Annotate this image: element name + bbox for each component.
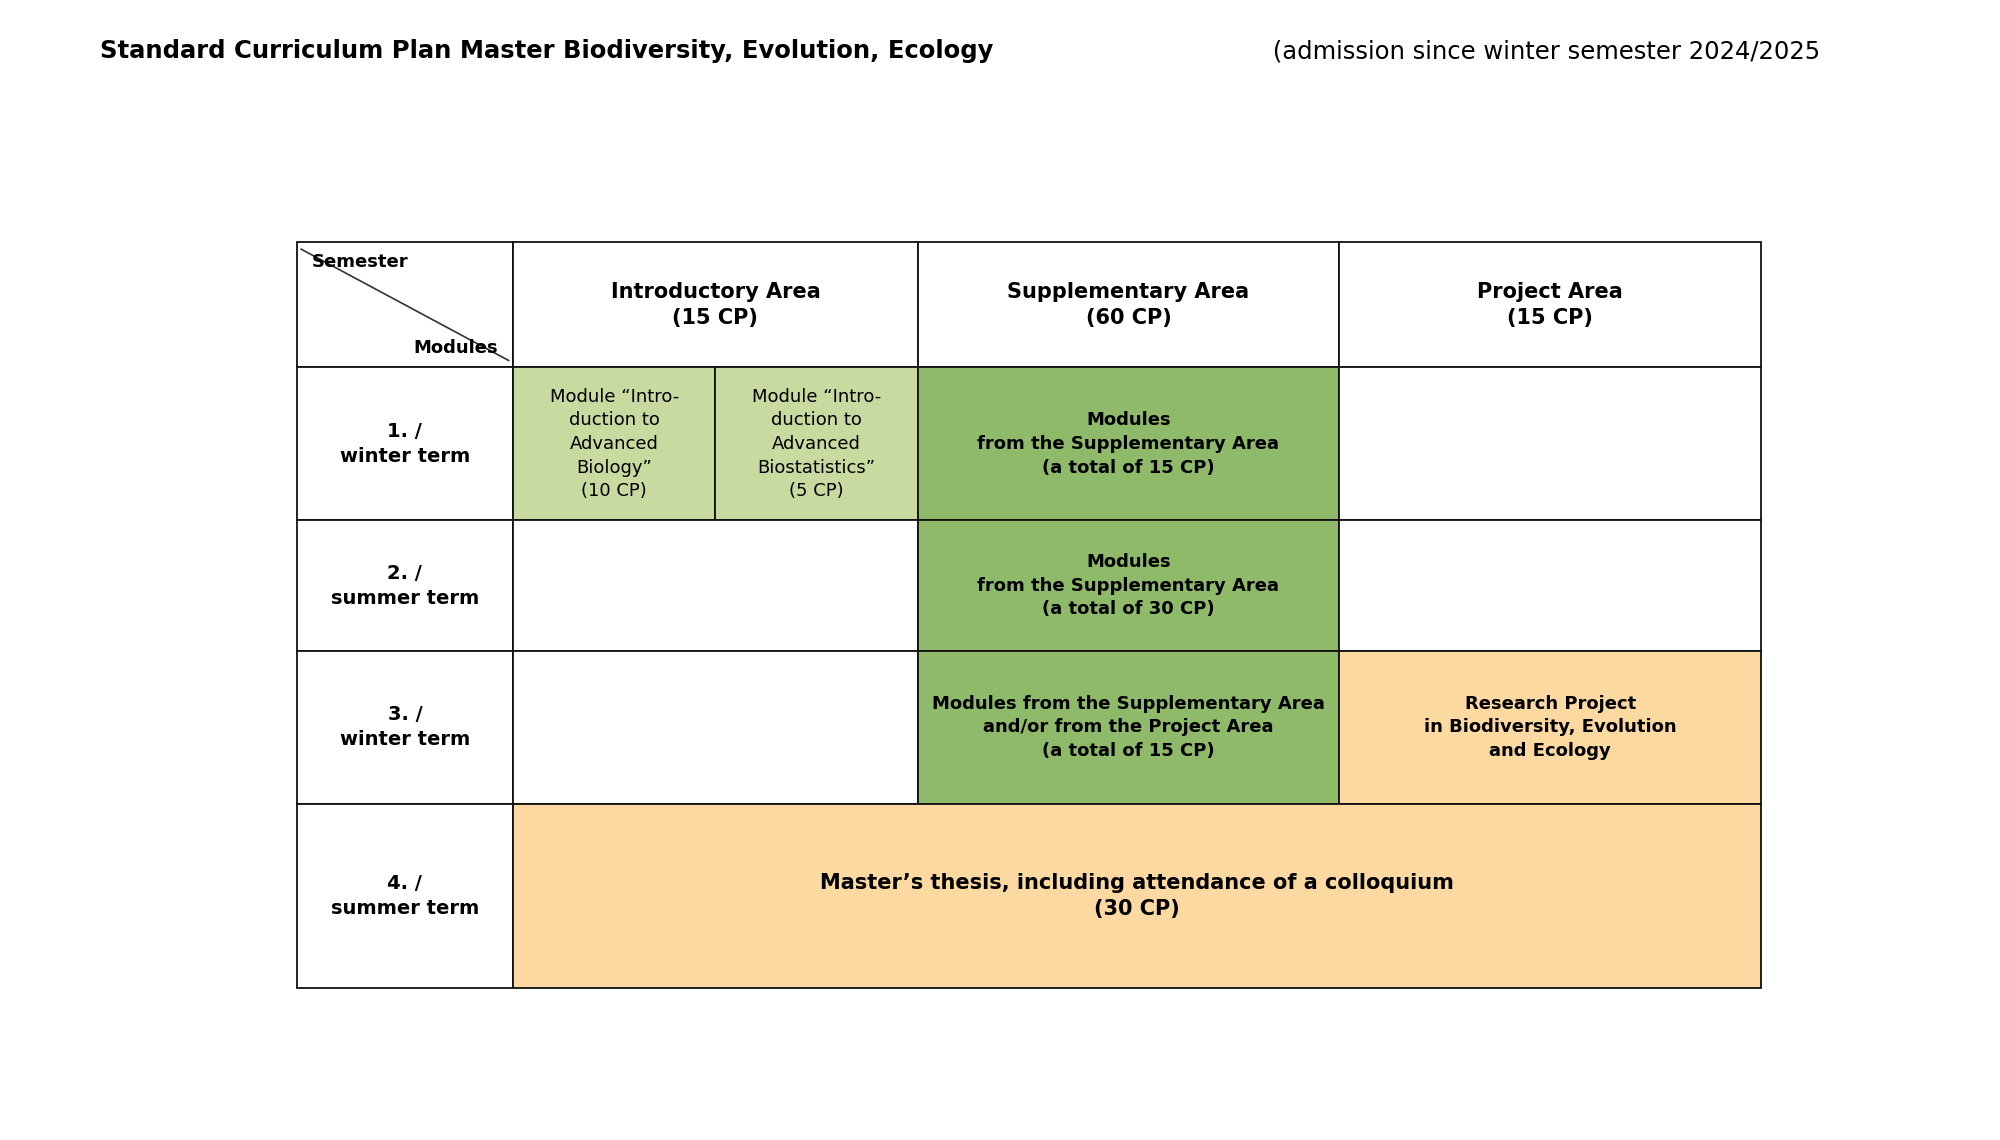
Bar — [918, 651, 1340, 804]
Bar — [514, 804, 1762, 988]
Text: (admission since winter semester 2024/2025: (admission since winter semester 2024/20… — [1264, 39, 1820, 64]
Bar — [514, 242, 918, 367]
Text: Project Area
(15 CP): Project Area (15 CP) — [1478, 282, 1624, 328]
Bar — [296, 242, 514, 367]
Bar — [1340, 651, 1762, 804]
Text: 2. /
summer term: 2. / summer term — [330, 563, 480, 608]
Bar — [1340, 242, 1762, 367]
Text: Module “Intro-
duction to
Advanced
Biostatistics”
(5 CP): Module “Intro- duction to Advanced Biost… — [752, 388, 882, 500]
Bar — [514, 651, 918, 804]
Bar — [1340, 521, 1762, 651]
Text: Modules from the Supplementary Area
and/or from the Project Area
(a total of 15 : Modules from the Supplementary Area and/… — [932, 695, 1324, 760]
Bar — [918, 367, 1340, 521]
Text: Research Project
in Biodiversity, Evolution
and Ecology: Research Project in Biodiversity, Evolut… — [1424, 695, 1676, 760]
Bar — [296, 521, 514, 651]
Bar — [296, 367, 514, 521]
Bar — [296, 804, 514, 988]
Bar — [514, 521, 918, 651]
Text: Modules
from the Supplementary Area
(a total of 30 CP): Modules from the Supplementary Area (a t… — [978, 553, 1280, 618]
Bar — [514, 367, 716, 521]
Text: Master’s thesis, including attendance of a colloquium
(30 CP): Master’s thesis, including attendance of… — [820, 873, 1454, 919]
Text: 4. /
summer term: 4. / summer term — [330, 874, 480, 918]
Bar — [1340, 367, 1762, 521]
Text: Modules
from the Supplementary Area
(a total of 15 CP): Modules from the Supplementary Area (a t… — [978, 412, 1280, 477]
Text: Module “Intro-
duction to
Advanced
Biology”
(10 CP): Module “Intro- duction to Advanced Biolo… — [550, 388, 678, 500]
Bar — [716, 367, 918, 521]
Text: Introductory Area
(15 CP): Introductory Area (15 CP) — [610, 282, 820, 328]
Text: 3. /
winter term: 3. / winter term — [340, 706, 470, 749]
Text: Standard Curriculum Plan Master Biodiversity, Evolution, Ecology: Standard Curriculum Plan Master Biodiver… — [100, 39, 994, 64]
Bar — [918, 521, 1340, 651]
Bar — [296, 651, 514, 804]
Bar — [918, 242, 1340, 367]
Text: Semester: Semester — [312, 253, 408, 270]
Text: 1. /
winter term: 1. / winter term — [340, 422, 470, 466]
Text: Supplementary Area
(60 CP): Supplementary Area (60 CP) — [1008, 282, 1250, 328]
Text: Modules: Modules — [414, 339, 498, 357]
